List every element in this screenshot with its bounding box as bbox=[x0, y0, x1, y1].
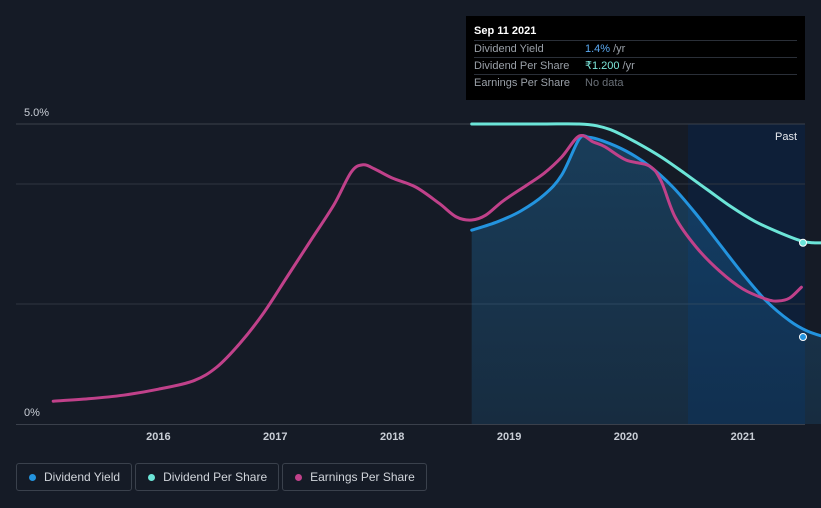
dividend-yield-line bbox=[470, 134, 821, 338]
area-layer bbox=[471, 135, 821, 424]
legend-item-dividend-per-share[interactable]: Dividend Per Share bbox=[135, 463, 280, 491]
dividend-yield-area bbox=[471, 135, 821, 424]
tooltip-label: Dividend Yield bbox=[474, 43, 544, 55]
tooltip-label: Dividend Per Share bbox=[474, 60, 570, 72]
dividend-yield-end-marker bbox=[799, 333, 807, 341]
dividend-per-share-end-marker bbox=[799, 238, 807, 247]
tooltip-value: 1.4% bbox=[585, 43, 611, 55]
dividend-yield-dot-icon bbox=[29, 473, 36, 481]
x-tick-label: 2018 bbox=[380, 431, 404, 443]
x-tick-label: 2021 bbox=[731, 431, 755, 443]
y-tick-label: 5.0% bbox=[24, 107, 49, 119]
line-layer bbox=[51, 122, 821, 403]
tooltip-unit: /yr bbox=[622, 60, 635, 72]
tooltip-row-earnings-per-share: Earnings Per Share No data bbox=[474, 74, 797, 91]
x-tick-label: 2016 bbox=[146, 431, 170, 443]
legend-item-earnings-per-share[interactable]: Earnings Per Share bbox=[282, 463, 427, 491]
dividend-per-share-line bbox=[470, 122, 821, 245]
x-tick-label: 2017 bbox=[263, 431, 287, 443]
label-layer: 5.0% 0% 2016 2017 2018 2019 2020 2021 Past bbox=[24, 107, 797, 443]
past-region-label: Past bbox=[775, 131, 797, 143]
tooltip-row-dividend-yield: Dividend Yield 1.4% /yr bbox=[474, 40, 797, 57]
earnings-per-share-dot-icon bbox=[295, 473, 303, 481]
legend-label: Dividend Yield bbox=[44, 470, 121, 484]
legend-label: Dividend Per Share bbox=[163, 470, 268, 484]
tooltip-unit: /yr bbox=[613, 43, 626, 55]
legend-item-dividend-yield[interactable]: Dividend Yield bbox=[16, 463, 133, 491]
x-tick-label: 2019 bbox=[497, 431, 521, 443]
tooltip-value: No data bbox=[585, 77, 624, 89]
dividend-per-share-dot-icon bbox=[148, 473, 156, 481]
chart-legend: Dividend Yield Dividend Per Share Earnin… bbox=[16, 463, 430, 491]
y-tick-label: 0% bbox=[24, 407, 40, 419]
tooltip-label: Earnings Per Share bbox=[474, 77, 570, 89]
x-tick-label: 2020 bbox=[614, 431, 638, 443]
earnings-per-share-line bbox=[51, 133, 803, 403]
legend-label: Earnings Per Share bbox=[310, 470, 415, 484]
hover-tooltip: Sep 11 2021 Dividend Yield 1.4% /yr Divi… bbox=[466, 16, 805, 100]
tooltip-value: ₹1.200 bbox=[585, 60, 620, 72]
tooltip-date: Sep 11 2021 bbox=[474, 25, 537, 37]
marker-layer bbox=[799, 238, 807, 341]
tooltip-row-dividend-per-share: Dividend Per Share ₹1.200 /yr bbox=[474, 57, 797, 74]
